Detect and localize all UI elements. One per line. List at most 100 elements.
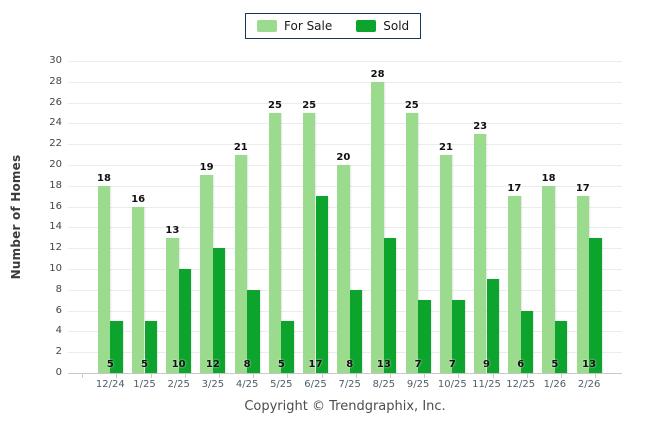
x-tick-mark	[253, 374, 255, 378]
x-tick-label: 2/26	[577, 379, 601, 390]
for-sale-value-label: 23	[473, 120, 488, 132]
y-tick-label: 12	[49, 242, 62, 254]
y-tick-label: 22	[49, 138, 62, 150]
y-tick-label: 26	[49, 96, 62, 108]
sold-value-label: 9	[483, 359, 490, 370]
sold-bar	[281, 321, 294, 373]
for-sale-bar	[576, 196, 590, 373]
for-sale-value-label: 20	[336, 152, 351, 163]
chart-legend: For Sale Sold	[245, 13, 422, 39]
for-sale-value-label: 25	[302, 100, 317, 111]
sold-bar	[212, 248, 226, 373]
x-tick-label: 7/25	[338, 379, 361, 390]
for-sale-value-label: 19	[199, 162, 214, 174]
gridline	[68, 81, 622, 83]
x-tick-label: 4/25	[235, 379, 259, 390]
x-tick-label: 1/26	[543, 379, 567, 390]
x-tick-mark	[526, 374, 528, 378]
sold-bar	[383, 237, 397, 373]
sold-bar	[589, 237, 602, 373]
sold-value-label: 13	[582, 359, 597, 370]
y-tick-label: 8	[55, 283, 62, 295]
sold-value-label: 5	[277, 359, 285, 370]
sold-bar	[178, 269, 192, 373]
gridline	[68, 123, 622, 125]
x-tick-mark	[560, 374, 562, 378]
x-tick-label: 11/25	[472, 379, 501, 390]
sold-value-label: 8	[346, 359, 354, 370]
x-tick-label: 9/25	[406, 379, 430, 390]
for-sale-value-label: 17	[575, 183, 590, 195]
for-sale-value-label: 21	[439, 141, 453, 153]
for-sale-value-label: 18	[541, 172, 556, 184]
gridline	[68, 102, 622, 104]
x-tick-label: 6/25	[304, 379, 327, 390]
copyright-text: Copyright © Trendgraphix, Inc.	[244, 399, 446, 414]
gridline	[68, 144, 622, 146]
x-tick-mark	[492, 374, 494, 378]
y-tick-label: 6	[55, 304, 62, 316]
sold-bar	[554, 321, 568, 373]
for-sale-value-label: 16	[131, 193, 146, 205]
for-sale-bar	[302, 113, 316, 373]
sold-legend-label: Sold	[383, 19, 410, 33]
for-sale-value-label: 13	[165, 224, 180, 236]
sold-value-label: 7	[414, 359, 422, 370]
sold-value-label: 5	[551, 359, 559, 370]
sold-value-label: 17	[308, 359, 323, 370]
for-sale-bar	[439, 154, 453, 373]
for-sale-value-label: 28	[370, 68, 385, 80]
sold-bar	[486, 279, 500, 373]
for-sale-legend-label: For Sale	[284, 19, 333, 33]
sold-bar	[452, 300, 465, 373]
x-tick-mark	[184, 374, 186, 378]
sold-value-label: 12	[205, 359, 220, 370]
x-tick-label: 3/25	[201, 379, 225, 390]
plot-area: 0 2 4 6 8 10 12 14 16 18 20 22 24 26 28 30 18 5 12/24 16 5 1/…	[49, 55, 622, 390]
y-tick-label: 4	[55, 325, 62, 337]
x-tick-label: 1/25	[133, 379, 156, 390]
for-sale-value-label: 25	[404, 100, 419, 111]
x-tick-label: 10/25	[437, 379, 467, 390]
sold-bar	[315, 196, 329, 373]
for-sale-bar	[405, 113, 419, 373]
for-sale-value-label: 17	[507, 183, 522, 195]
sold-value-label: 10	[171, 359, 186, 370]
y-tick-label: 2	[55, 346, 62, 358]
y-tick-label: 30	[49, 55, 62, 66]
y-tick-label: 10	[49, 263, 62, 274]
for-sale-bar	[131, 206, 145, 373]
x-tick-mark	[389, 374, 391, 378]
sold-value-label: 5	[106, 359, 114, 370]
x-tick-label: 2/25	[167, 379, 190, 390]
sold-legend-swatch	[356, 20, 377, 32]
for-sale-bar	[268, 113, 282, 373]
gridline	[68, 61, 622, 62]
for-sale-value-label: 25	[268, 100, 282, 111]
sold-value-label: 5	[141, 359, 148, 370]
y-axis-title: Number of Homes	[9, 154, 23, 280]
sold-bar	[110, 321, 123, 373]
x-tick-mark	[424, 374, 426, 378]
sold-value-label: 8	[243, 359, 251, 370]
for-sale-bar	[234, 154, 248, 373]
x-tick-mark	[595, 374, 597, 378]
sold-bar	[418, 300, 431, 373]
sold-bar	[247, 289, 260, 373]
x-tick-label: 5/25	[270, 379, 293, 390]
for-sale-value-label: 21	[233, 141, 248, 153]
y-tick-label: 24	[49, 117, 62, 129]
for-sale-value-label: 18	[97, 172, 111, 184]
x-tick-mark	[321, 374, 323, 378]
x-tick-mark	[355, 374, 357, 378]
for-sale-bar	[166, 237, 179, 373]
for-sale-bar	[337, 165, 350, 373]
for-sale-bar	[200, 175, 213, 373]
x-tick-label: 8/25	[372, 379, 396, 390]
y-tick-label: 18	[49, 179, 62, 191]
y-tick-label: 16	[49, 200, 62, 212]
sold-bar	[144, 321, 158, 373]
x-tick-label: 12/25	[506, 379, 536, 390]
for-sale-bar	[371, 81, 384, 373]
